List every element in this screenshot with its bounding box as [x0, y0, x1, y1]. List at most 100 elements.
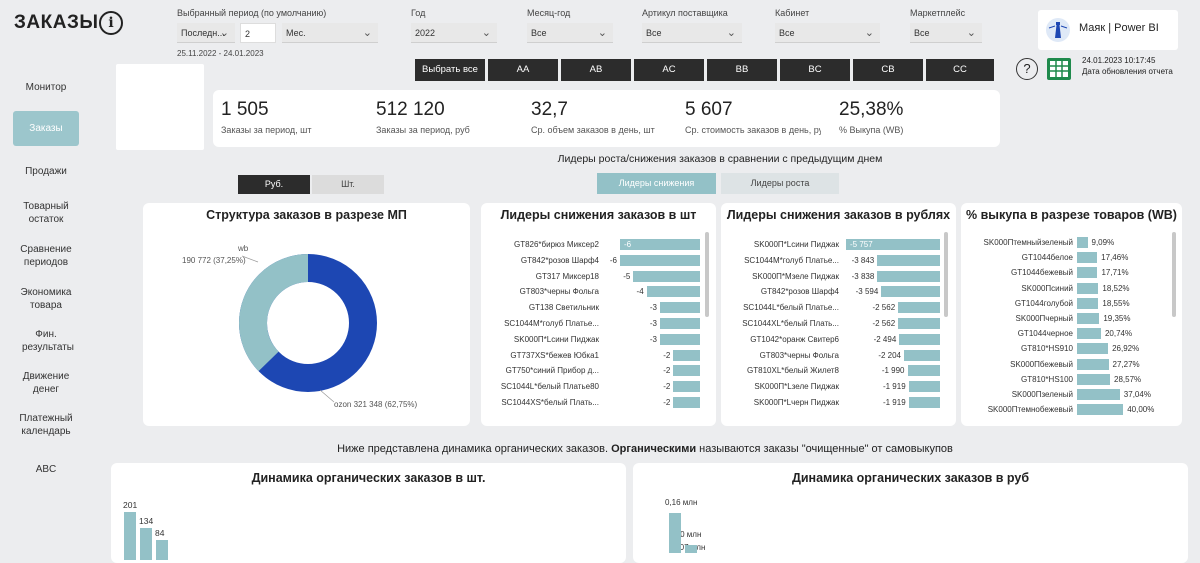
- bar-label: GT1044белое: [1021, 253, 1073, 263]
- bar: [673, 365, 700, 377]
- bar-value: -2 562: [872, 319, 896, 328]
- bar-label: GT842*розов Шарф4: [760, 287, 839, 297]
- bar: [908, 381, 940, 393]
- period-range: 25.11.2022 - 24.01.2023: [177, 49, 264, 58]
- dyn-bar: [124, 512, 136, 560]
- bar-value: 18,52%: [1102, 283, 1130, 293]
- bars-pct-title: % выкупа в разрезе товаров (WB): [966, 208, 1177, 222]
- nav-item-cash-flow[interactable]: Движение денег: [22, 371, 70, 395]
- nav-item-economics[interactable]: Экономика товара: [20, 287, 72, 311]
- bar: [898, 318, 940, 329]
- bar-value: -5 757: [850, 240, 873, 249]
- bar: [898, 302, 940, 314]
- bar: [646, 286, 700, 298]
- article-select[interactable]: Все ⌄: [642, 23, 742, 43]
- nav-item-stock[interactable]: Товарный остаток: [23, 201, 69, 225]
- toggle-pcs-button[interactable]: Шт.: [312, 175, 384, 194]
- nav-item-orders[interactable]: Заказы: [13, 111, 79, 146]
- bar: [1077, 358, 1109, 370]
- bar-value: -4: [636, 287, 644, 297]
- organic-note-bold: Органическими: [611, 443, 697, 455]
- bar-label: GT810*HS100: [1020, 374, 1073, 384]
- bars-pct-scrollbar[interactable]: [1172, 232, 1176, 317]
- bar-label: SK000Пзеленый: [1011, 390, 1073, 399]
- cabinet-ac-button[interactable]: AC: [634, 59, 704, 81]
- bar-label: SK000Пчерный: [1015, 314, 1073, 323]
- bar-label: GT750*синий Прибор д...: [505, 366, 599, 376]
- bar-label: GT138 Светильник: [528, 303, 599, 313]
- nav-item-sales[interactable]: Продажи: [25, 166, 67, 177]
- bar-label: SK000Псиний: [1021, 283, 1073, 293]
- select-all-button[interactable]: Выбрать все: [415, 59, 485, 81]
- bar-value: 20,74%: [1104, 329, 1133, 339]
- bars-pcs-scrollbar[interactable]: [705, 232, 709, 317]
- cabinet-cb-button[interactable]: CB: [853, 59, 923, 81]
- excel-icon[interactable]: [1047, 58, 1071, 80]
- period-count-input[interactable]: 2: [240, 23, 276, 43]
- period-unit-select[interactable]: Мес. ⌄: [282, 23, 378, 43]
- bar-label: SK000П*Lсини Пиджак: [753, 240, 839, 249]
- bar-value: -3 594: [855, 287, 879, 297]
- bar-label: GT826*бирюз Миксер2: [513, 240, 599, 249]
- dyn-bar-label: 0,16 млн: [665, 498, 698, 507]
- bar-value: -3: [649, 334, 657, 344]
- bar-value: -6: [624, 240, 632, 249]
- chevron-down-icon: ⌄: [362, 27, 372, 39]
- bar-value: -3: [649, 319, 657, 328]
- period-mode-select[interactable]: Последн... ⌄: [177, 23, 235, 43]
- nav-item-abc[interactable]: ABC: [35, 464, 57, 475]
- help-icon[interactable]: ?: [1016, 58, 1038, 80]
- bars-rub-scrollbar[interactable]: [944, 232, 948, 317]
- chevron-down-icon: ⌄: [864, 27, 874, 39]
- bar-value: -5: [623, 271, 631, 281]
- cabinet-bb-button[interactable]: BB: [707, 59, 777, 81]
- donut-chart: [239, 254, 377, 392]
- bar: [907, 365, 940, 377]
- bar-label: GT1044голубой: [1014, 298, 1073, 308]
- dyn-bar: [156, 539, 168, 560]
- bar-value: 27,27%: [1112, 359, 1140, 369]
- bar-label: GT842*розов Шарф4: [520, 255, 599, 265]
- bar-value: 19,35%: [1103, 314, 1131, 323]
- nav-item-payment-calendar[interactable]: Платежный календарь: [19, 413, 73, 437]
- nav-item-monitor[interactable]: Монитор: [25, 82, 67, 93]
- cabinet-filter-label: Кабинет: [775, 8, 810, 18]
- nav-item-fin-results[interactable]: Фин. результаты: [22, 329, 74, 353]
- cabinet-bc-button[interactable]: BC: [780, 59, 850, 81]
- bars-pcs-card: [481, 203, 716, 426]
- cabinet-aa-button[interactable]: AA: [488, 59, 558, 81]
- marketplace-select[interactable]: Все ⌄: [910, 23, 982, 43]
- bar: [620, 239, 700, 250]
- page-title: ЗАКАЗЫ: [14, 12, 99, 33]
- dyn-bar: [140, 528, 152, 560]
- bar: [1077, 282, 1099, 294]
- logo-card: Маяк | Power BI: [1038, 10, 1178, 50]
- lighthouse-logo-icon: [1046, 18, 1070, 42]
- bar-value: 17,46%: [1101, 253, 1129, 263]
- leaders-title: Лидеры роста/снижения заказов в сравнени…: [557, 153, 883, 165]
- bar-value: 26,92%: [1112, 344, 1140, 354]
- marketplace-value: Все: [914, 28, 930, 38]
- month-select[interactable]: Все ⌄: [527, 23, 613, 43]
- bar-label: GT1044черное: [1017, 329, 1073, 339]
- kpi-orders-pcs-value: 1 505: [221, 99, 269, 120]
- donut-wb-label: wb: [238, 244, 249, 253]
- cabinet-select[interactable]: Все ⌄: [775, 23, 880, 43]
- bar: [1077, 297, 1099, 309]
- info-icon[interactable]: i: [99, 11, 123, 35]
- nav-item-period-compare[interactable]: Сравнение периодов: [20, 244, 72, 268]
- bar-label: SK000П*Lсини Пиджак: [513, 334, 599, 344]
- bar-label: GT737XS*бежев Юбка1: [510, 350, 599, 360]
- bar-value: -1 919: [882, 382, 906, 392]
- dyn-bar: [669, 513, 681, 553]
- cabinet-ab-button[interactable]: AB: [561, 59, 631, 81]
- leaders-down-tab[interactable]: Лидеры снижения: [597, 173, 716, 194]
- bar-label: SC1044M*голуб Платье...: [744, 255, 839, 265]
- leaders-up-tab[interactable]: Лидеры роста: [721, 173, 839, 194]
- year-select[interactable]: 2022 ⌄: [411, 23, 497, 43]
- bar: [877, 254, 940, 266]
- cabinet-cc-button[interactable]: CC: [926, 59, 994, 81]
- year-filter-label: Год: [411, 8, 426, 18]
- logo-text: Маяк | Power BI: [1079, 22, 1159, 34]
- toggle-rub-button[interactable]: Руб.: [238, 175, 310, 194]
